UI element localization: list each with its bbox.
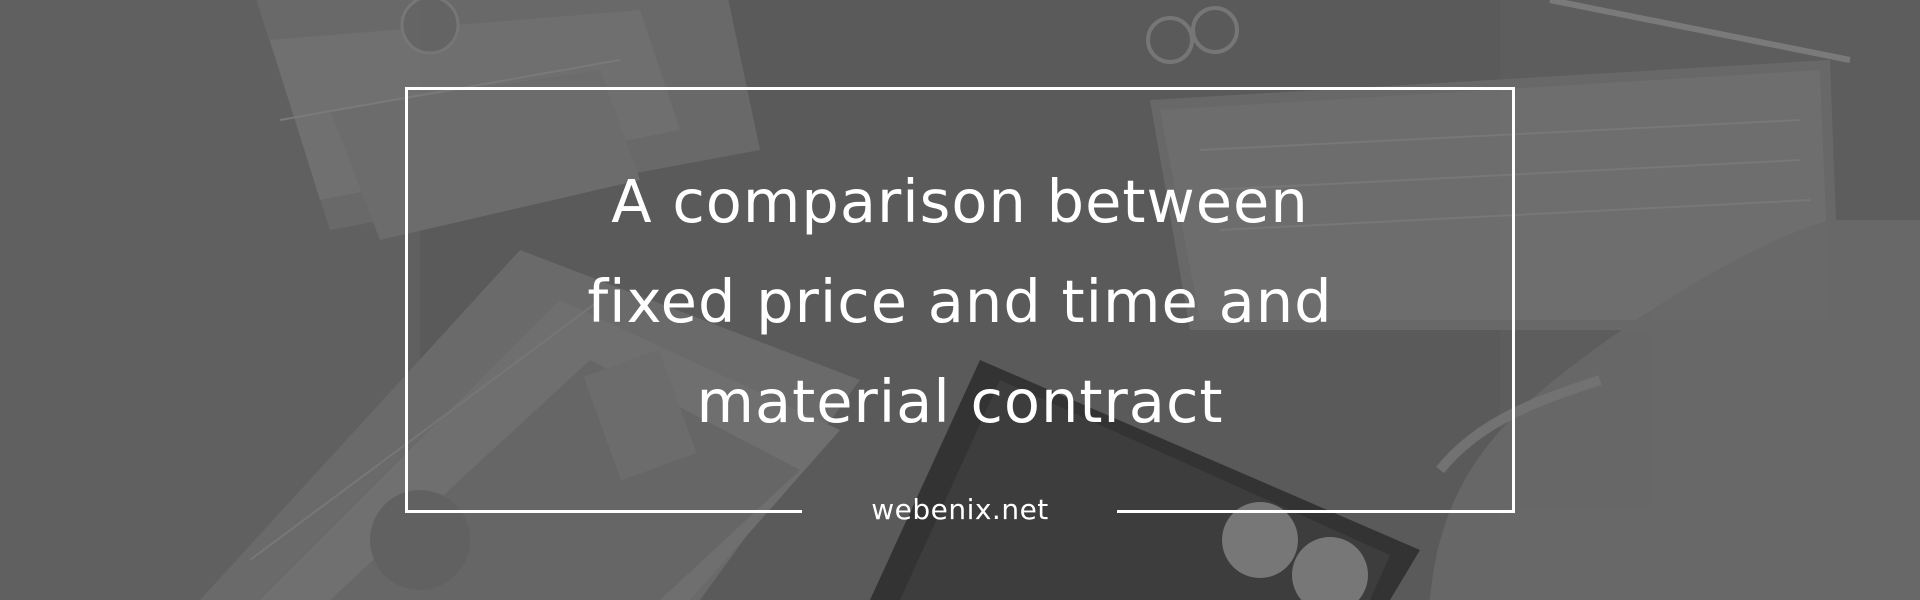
title-line-1: A comparison between	[611, 167, 1309, 236]
title-line-2: fixed price and time and	[587, 267, 1333, 336]
phone-calculator	[870, 360, 1420, 600]
banner-title: A comparison between fixed price and tim…	[405, 152, 1515, 452]
title-line-3: material contract	[696, 367, 1224, 436]
banknote-stack-bottom	[200, 250, 860, 600]
site-label: webenix.net	[871, 493, 1049, 526]
notebook	[1146, 0, 1851, 330]
